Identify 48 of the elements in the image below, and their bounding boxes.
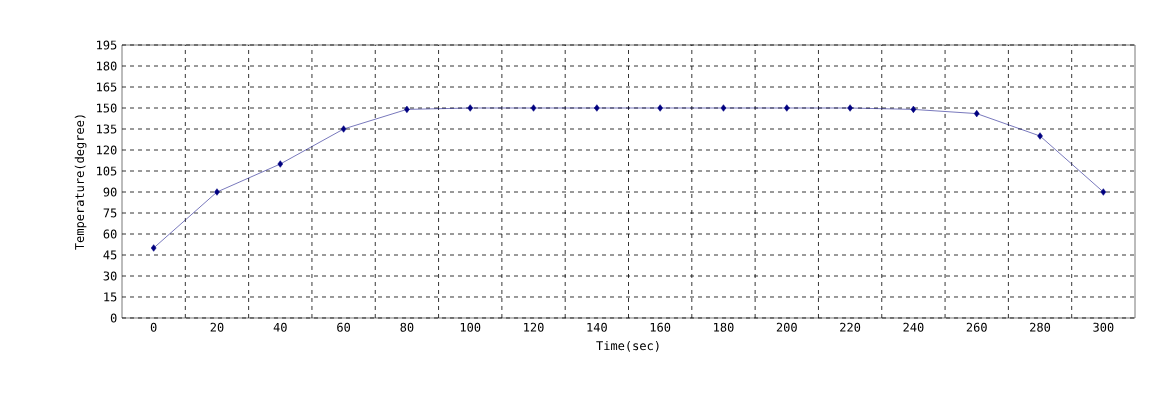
y-tick-label: 30	[103, 271, 117, 281]
x-tick-label: 120	[524, 322, 544, 332]
y-tick-label: 105	[97, 166, 117, 176]
point	[467, 104, 473, 112]
y-tick-label: 60	[103, 229, 117, 239]
point	[404, 105, 410, 113]
x-tick-label: 240	[903, 322, 924, 332]
y-tick-label: 90	[103, 187, 117, 197]
x-tick-label: 20	[210, 322, 224, 332]
x-tick-label: 100	[460, 322, 481, 332]
y-tick-label: 75	[103, 208, 117, 218]
point	[594, 104, 600, 112]
x-tick-label: 280	[1030, 322, 1051, 332]
y-tick-label: 165	[97, 82, 117, 92]
x-tick-label: 60	[337, 322, 351, 332]
point	[1100, 188, 1107, 196]
x-tick-label: 300	[1093, 322, 1114, 332]
x-tick-label: 180	[714, 322, 734, 332]
point	[973, 110, 980, 118]
point	[530, 104, 537, 112]
point	[150, 244, 157, 252]
point	[784, 104, 790, 112]
x-tick-label: 0	[150, 322, 157, 332]
x-tick-label: 80	[400, 322, 414, 332]
x-tick-label: 160	[650, 322, 671, 332]
y-tick-label: 0	[110, 313, 117, 323]
point	[910, 105, 917, 113]
point	[1037, 132, 1043, 140]
x-tick-label: 260	[966, 322, 987, 332]
point	[214, 188, 220, 196]
y-axis-title: Temperature(degree)	[74, 115, 87, 250]
point	[277, 160, 284, 168]
y-tick-label: 195	[97, 40, 117, 50]
y-tick-label: 135	[97, 124, 117, 134]
y-tick-label: 180	[97, 61, 117, 71]
point	[847, 104, 853, 112]
x-tick-label: 200	[776, 322, 797, 332]
point	[340, 125, 347, 133]
y-tick-label: 45	[103, 250, 117, 260]
y-tick-label: 15	[104, 292, 117, 302]
y-tick-label: 150	[97, 103, 117, 113]
y-tick-label: 120	[97, 145, 117, 155]
point	[720, 104, 727, 112]
x-tick-label: 140	[587, 322, 607, 332]
x-tick-label: 220	[840, 322, 861, 332]
x-axis-title: Time(sec)	[596, 340, 659, 352]
point	[657, 104, 663, 112]
x-tick-label: 40	[273, 322, 287, 332]
